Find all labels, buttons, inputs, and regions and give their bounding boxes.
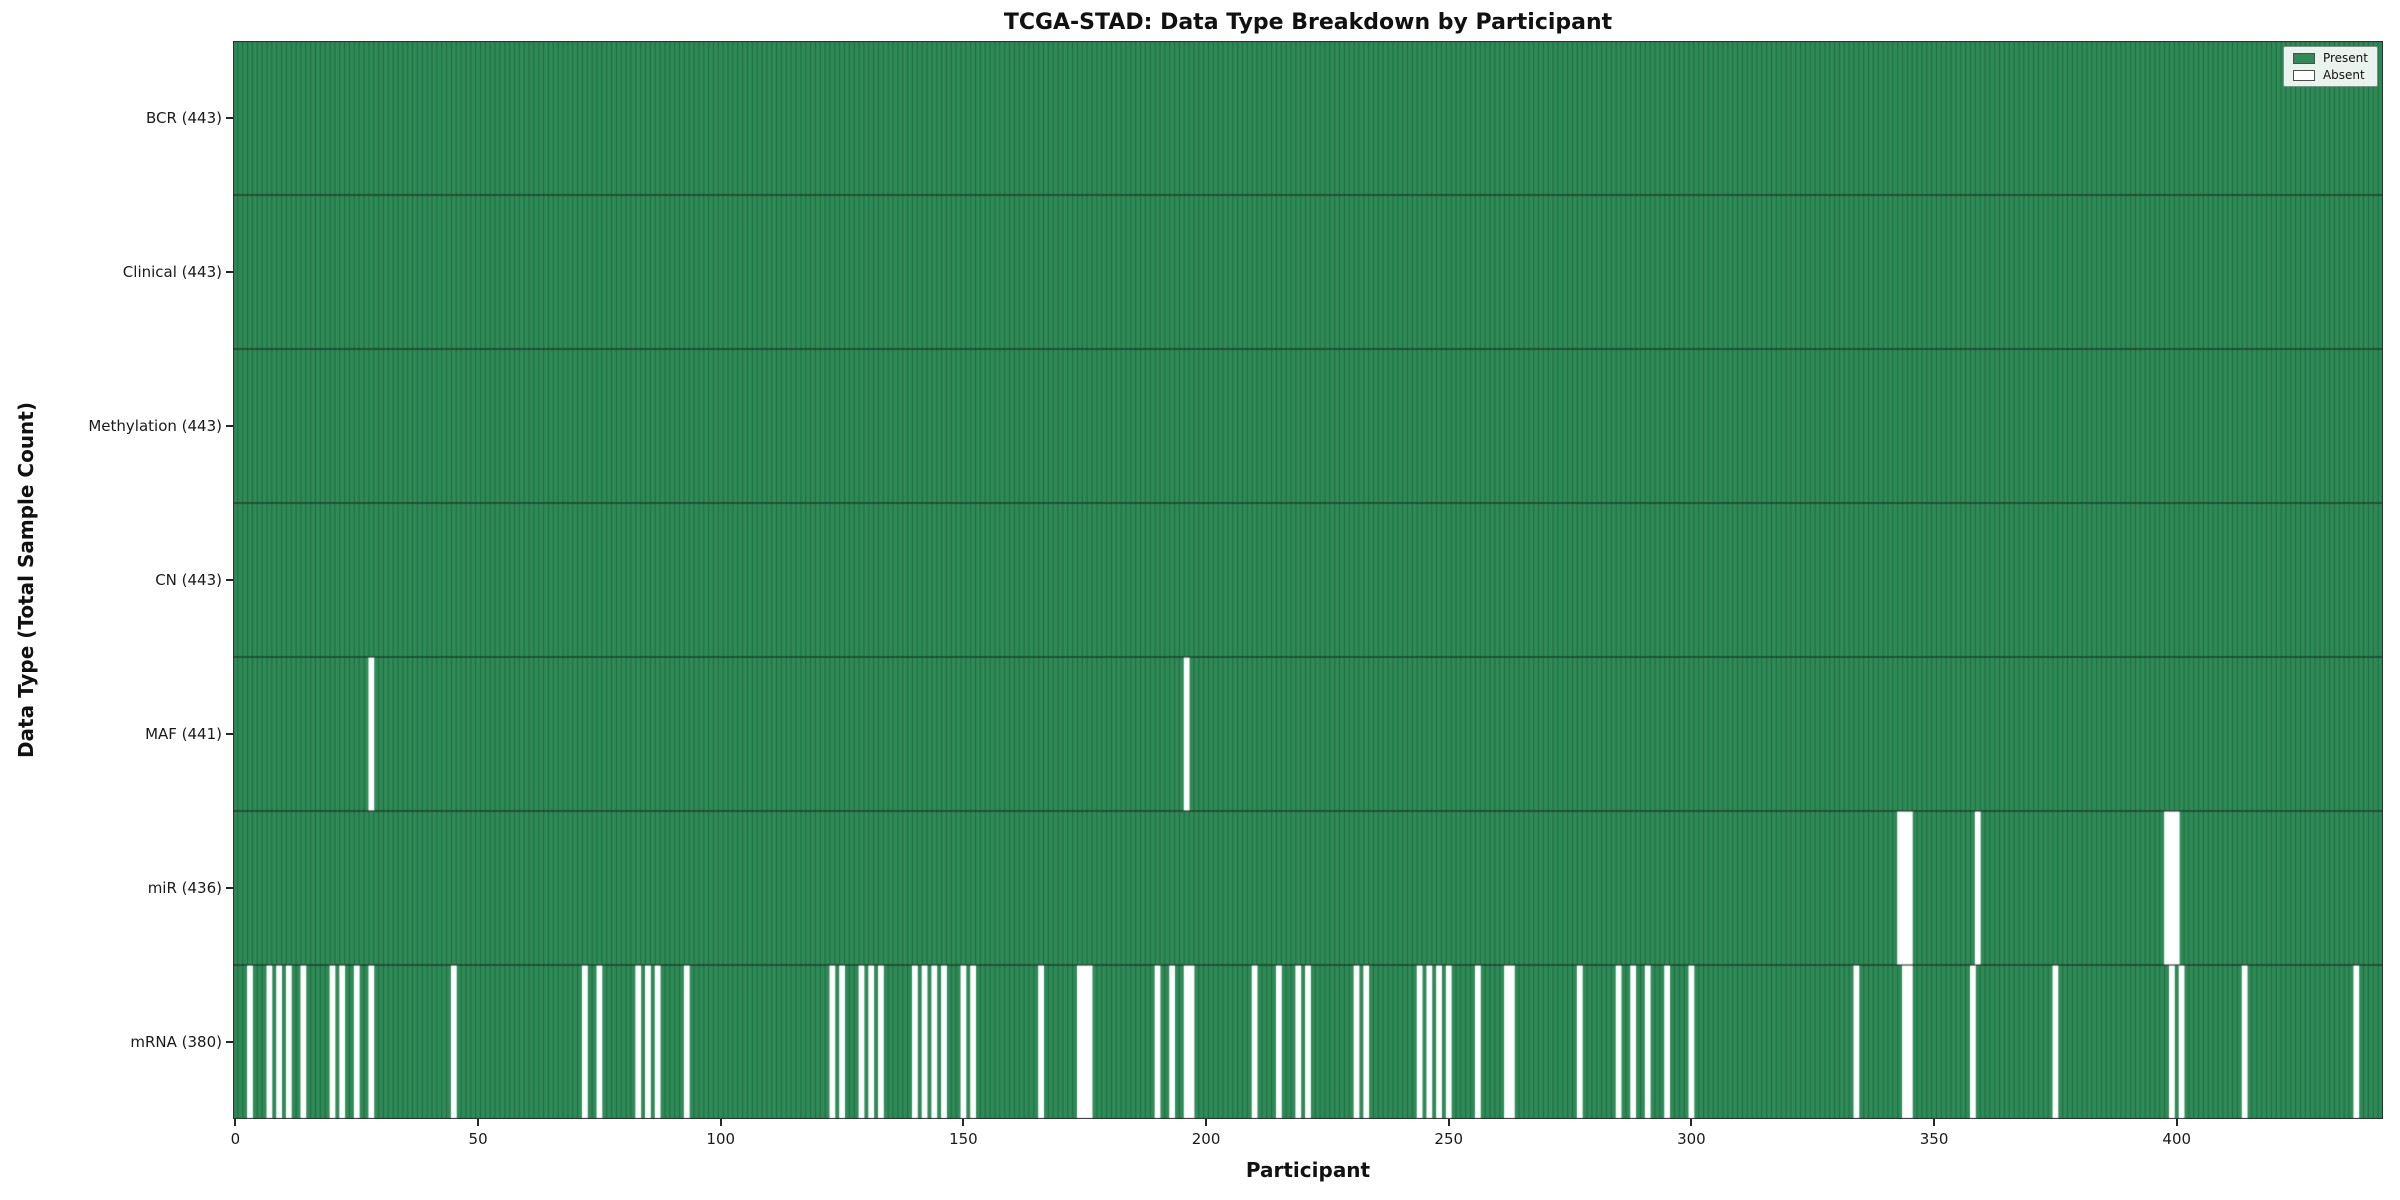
x-tick-label: 300	[1677, 1130, 1706, 1148]
x-axis-label: Participant	[1245, 1158, 1371, 1182]
x-tick-label: 250	[1434, 1130, 1464, 1148]
x-tick-label: 400	[2162, 1130, 2192, 1148]
y-tick-mark	[226, 425, 233, 427]
x-tick-mark	[1690, 1119, 1693, 1126]
y-tick-mark	[226, 271, 233, 273]
y-tick-label: miR (436)	[147, 879, 222, 897]
x-tick-label: 100	[706, 1130, 736, 1148]
x-tick-label: 0	[230, 1130, 241, 1148]
x-tick-label: 350	[1919, 1130, 1949, 1148]
x-tick-mark	[234, 1119, 237, 1126]
x-tick-label: 150	[949, 1130, 978, 1148]
y-tick-label: mRNA (380)	[130, 1033, 222, 1051]
x-tick-mark	[962, 1119, 965, 1126]
chart-title: TCGA-STAD: Data Type Breakdown by Partic…	[1003, 10, 1613, 35]
x-tick-mark	[719, 1119, 722, 1126]
legend-swatch	[2292, 69, 2315, 81]
y-tick-label: MAF (441)	[145, 725, 222, 743]
x-tick-label: 50	[468, 1130, 488, 1148]
legend-swatch	[2292, 52, 2315, 64]
y-tick-mark	[226, 1041, 233, 1043]
legend-label: Absent	[2322, 68, 2365, 82]
y-tick-label: Methylation (443)	[88, 417, 222, 435]
x-tick-mark	[1447, 1119, 1450, 1126]
presence-heatmap-canvas	[233, 41, 2383, 1119]
y-tick-label: Clinical (443)	[122, 263, 222, 281]
x-tick-mark	[2175, 1119, 2178, 1126]
legend-entry: Present	[2292, 51, 2368, 65]
x-tick-label: 200	[1191, 1130, 1221, 1148]
y-tick-label: BCR (443)	[145, 109, 222, 127]
x-tick-mark	[1933, 1119, 1936, 1126]
x-tick-mark	[477, 1119, 480, 1126]
y-tick-mark	[226, 117, 233, 119]
legend-label: Present	[2322, 51, 2368, 65]
y-tick-mark	[226, 887, 233, 889]
legend-entry: Absent	[2292, 68, 2368, 82]
plot-area	[233, 41, 2383, 1119]
y-axis-label: Data Type (Total Sample Count)	[14, 401, 38, 759]
legend: Present Absent	[2282, 46, 2378, 87]
y-tick-mark	[226, 733, 233, 735]
y-tick-label: CN (443)	[155, 571, 222, 589]
x-tick-mark	[1205, 1119, 1208, 1126]
y-tick-mark	[226, 579, 233, 581]
